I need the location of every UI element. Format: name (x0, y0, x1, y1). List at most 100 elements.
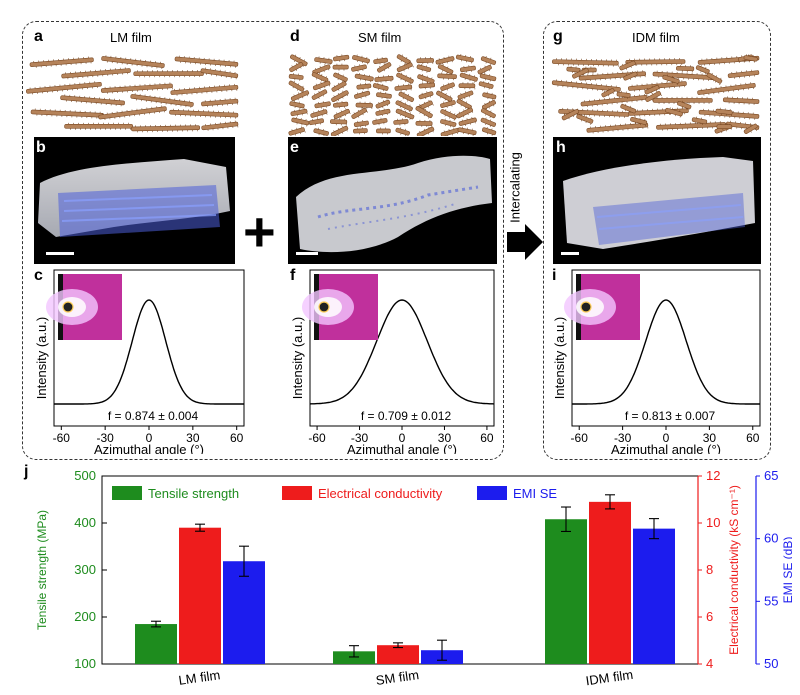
orientation-factor-label: f = 0.813 ± 0.007 (625, 409, 716, 423)
flake (130, 93, 194, 108)
flake (482, 91, 497, 101)
intensity-curve (309, 299, 495, 405)
flake (480, 56, 497, 66)
flake (601, 88, 615, 98)
flake (200, 67, 239, 80)
flake (352, 54, 370, 65)
flake (436, 90, 453, 103)
flake (314, 101, 331, 109)
flake (131, 124, 200, 133)
panel-letter: f (290, 267, 296, 284)
right1-tick-label: 10 (706, 515, 720, 530)
flake (201, 120, 239, 131)
bar (179, 527, 221, 664)
flake (398, 91, 415, 102)
flake (61, 67, 131, 80)
flake (64, 122, 133, 130)
flake (169, 108, 239, 119)
right1-tick-label: 4 (706, 656, 713, 671)
flake (440, 118, 457, 128)
flake (393, 118, 409, 126)
idm-3d-render (553, 137, 761, 264)
left-tick-label: 200 (74, 609, 96, 624)
bar (545, 519, 587, 664)
flake (376, 127, 391, 135)
flake (415, 106, 433, 119)
legend-swatch (477, 486, 507, 500)
flake (372, 117, 388, 126)
right2-tick-label: 55 (764, 593, 778, 608)
flake (437, 72, 457, 81)
flake (289, 62, 304, 73)
right2-tick-label: 60 (764, 531, 778, 546)
flake (676, 64, 695, 73)
flake (376, 91, 392, 100)
flake (561, 109, 580, 121)
left-tick-label: 500 (74, 468, 96, 483)
flake (333, 54, 350, 62)
flake (457, 90, 474, 100)
x-tick-label: 60 (230, 431, 244, 445)
flake (417, 74, 435, 85)
legend-label: EMI SE (513, 486, 557, 501)
y-axis-label: Intensity (a.u.) (552, 317, 567, 399)
flake (288, 126, 306, 136)
flake (372, 82, 389, 92)
flake (290, 90, 310, 102)
x-tick-label: 30 (186, 431, 200, 445)
flake (416, 126, 435, 136)
flake (395, 108, 415, 120)
x-tick-label: -60 (308, 431, 326, 445)
flake (625, 58, 686, 66)
flake (576, 113, 594, 125)
flake (586, 121, 649, 134)
flake (311, 89, 328, 100)
panel-letter-b: b (36, 139, 46, 156)
waxs-center (318, 301, 330, 313)
x-tick-label: 60 (746, 431, 760, 445)
flake (580, 93, 648, 108)
flake (331, 90, 349, 103)
flake (697, 82, 756, 96)
flake (715, 107, 733, 117)
bar-chart-j: j 100 200 300 400 500 Tensile strength (MPa) 4 6… (23, 463, 792, 688)
flake (351, 107, 368, 119)
x-tick-label: -60 (53, 431, 71, 445)
flake (395, 127, 410, 136)
flake (743, 123, 758, 134)
flake (743, 54, 758, 63)
flake (356, 82, 372, 91)
legend-swatch (112, 486, 142, 500)
flake (706, 72, 723, 86)
panel-letter-d: d (290, 28, 300, 45)
orientation-plot-f: f -60 -30 0 30 60 Azimuthal angle (°) Intensity… (290, 267, 495, 454)
left-tick-label: 400 (74, 515, 96, 530)
flake (394, 83, 413, 92)
flake (437, 64, 454, 75)
flake (552, 58, 619, 67)
category-label: SM film (375, 667, 420, 688)
flake (288, 73, 304, 81)
flake (459, 65, 476, 73)
left-tick-label: 100 (74, 656, 96, 671)
flake (440, 82, 455, 91)
orientation-factor-label: f = 0.874 ± 0.004 (108, 409, 199, 423)
category-label: LM film (178, 667, 222, 688)
film-title-sm: SM film (358, 30, 402, 45)
right2-tick-label: 65 (764, 468, 778, 483)
flake (100, 82, 173, 94)
lm-3d-render (34, 137, 235, 264)
intercalating-arrow-icon (507, 224, 543, 260)
panel-letter-g: g (553, 28, 563, 45)
sm-flake-schematic (288, 53, 497, 136)
right1-axis-label: Electrical conductivity (kS cm⁻¹) (727, 485, 741, 655)
flake (572, 67, 589, 79)
intensity-curve (572, 299, 760, 405)
flake (482, 126, 497, 136)
flake (457, 126, 477, 136)
flake (644, 85, 660, 95)
waxs-center (580, 301, 592, 313)
flake (289, 100, 305, 110)
x-tick-label: -30 (351, 431, 369, 445)
sm-3d-render (288, 137, 497, 264)
